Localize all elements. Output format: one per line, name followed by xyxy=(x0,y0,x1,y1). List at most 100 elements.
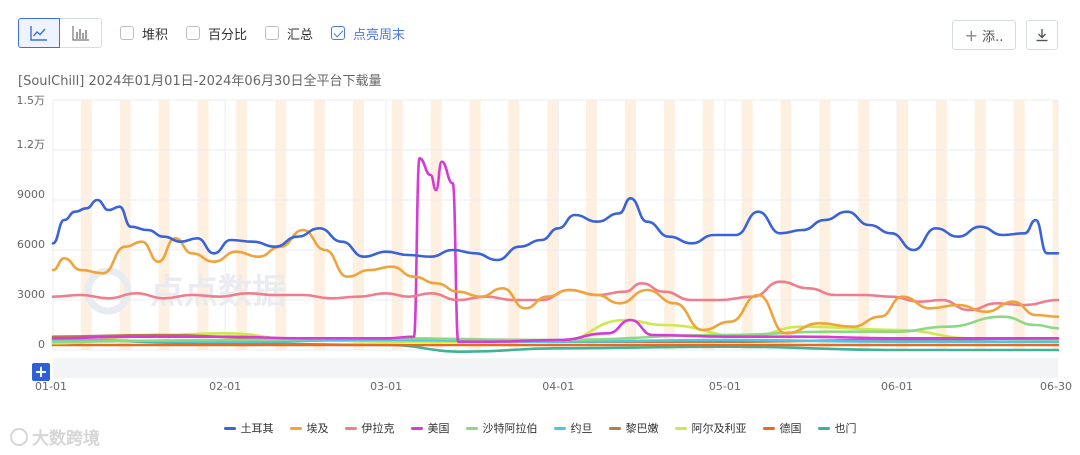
stack-checkbox[interactable] xyxy=(120,26,134,40)
bar-chart-icon xyxy=(71,26,89,41)
legend-label: 约旦 xyxy=(570,422,593,435)
legend-item[interactable]: 伊拉克 xyxy=(344,420,395,436)
weekend-band xyxy=(275,100,287,350)
percent-label: 百分比 xyxy=(208,27,248,43)
weekend-band xyxy=(935,100,947,350)
legend-swatch xyxy=(465,426,478,430)
x-tick-label: 06-01 xyxy=(881,380,913,393)
legend-item[interactable]: 美国 xyxy=(410,420,450,436)
weekend-band xyxy=(780,100,792,350)
percent-option[interactable]: 百分比 xyxy=(186,24,247,43)
weekend-band xyxy=(430,100,442,350)
legend-swatch xyxy=(289,426,302,430)
legend-label: 阿尔及利亚 xyxy=(691,422,747,435)
legend-label: 美国 xyxy=(427,422,450,435)
legend-label: 土耳其 xyxy=(240,422,274,435)
legend-item[interactable]: 约旦 xyxy=(553,420,593,436)
legend-item[interactable]: 阿尔及利亚 xyxy=(674,420,747,436)
legend-label: 也门 xyxy=(834,422,857,435)
weekend-band xyxy=(197,100,209,350)
y-tick-label: 1.2万 xyxy=(17,138,46,151)
x-tick-label: 03-01 xyxy=(370,380,402,393)
bar-chart-button[interactable] xyxy=(60,18,102,48)
weekend-band xyxy=(1013,100,1025,350)
footer-watermark: 大数跨境 xyxy=(10,424,100,449)
download-button[interactable] xyxy=(1026,20,1058,50)
summary-label: 汇总 xyxy=(287,27,314,43)
summary-checkbox[interactable] xyxy=(265,26,280,40)
expand-range-button[interactable]: + xyxy=(32,363,50,381)
legend-item[interactable]: 土耳其 xyxy=(223,420,274,436)
weekend-band xyxy=(313,100,326,350)
legend-item[interactable]: 也门 xyxy=(817,420,857,436)
weekend-band xyxy=(158,100,170,350)
y-tick-label: 3000 xyxy=(17,288,45,301)
legend-swatch xyxy=(762,426,775,430)
legend-swatch xyxy=(223,426,236,430)
chart-type-switch xyxy=(18,18,102,48)
weekend-band xyxy=(469,100,481,350)
legend-item[interactable]: 沙特阿拉伯 xyxy=(465,420,538,436)
series-line xyxy=(51,157,1060,343)
series-line xyxy=(51,228,1060,335)
legend-swatch xyxy=(817,426,830,430)
x-tick-label: 02-01 xyxy=(209,380,241,393)
chart-title: [SoulChill] 2024年01月01日-2024年06月30日全平台下载… xyxy=(18,74,382,89)
chart-toolbar: 堆积 百分比 汇总 点亮周末 xyxy=(18,18,405,48)
weekend-band xyxy=(236,100,248,350)
add-button[interactable]: + 添.. xyxy=(952,20,1016,50)
highlight-weekend-option[interactable]: 点亮周末 xyxy=(331,24,405,43)
y-tick-label: 9000 xyxy=(17,188,45,201)
series-line xyxy=(51,338,1060,344)
weekend-band xyxy=(702,100,714,350)
highlight-weekend-checkbox[interactable] xyxy=(331,26,346,40)
legend-swatch xyxy=(553,426,566,430)
line-chart-button[interactable] xyxy=(18,18,60,48)
legend-item[interactable]: 黎巴嫩 xyxy=(608,420,659,436)
legend-swatch xyxy=(410,426,423,430)
legend-label: 德国 xyxy=(779,422,802,435)
x-tick-label: 04-01 xyxy=(542,380,574,393)
summary-option[interactable]: 汇总 xyxy=(265,24,313,43)
series-line xyxy=(51,318,1060,345)
weekend-band xyxy=(586,100,598,350)
weekend-band xyxy=(508,100,520,350)
legend-swatch xyxy=(344,426,357,430)
legend-label: 沙特阿拉伯 xyxy=(482,422,538,435)
stack-option[interactable]: 堆积 xyxy=(120,24,168,43)
range-slider-track xyxy=(53,358,1058,378)
series-line xyxy=(51,315,1060,343)
weekend-band xyxy=(547,100,559,350)
legend-item[interactable]: 埃及 xyxy=(289,420,329,436)
percent-checkbox[interactable] xyxy=(186,26,201,40)
weekend-band xyxy=(119,100,131,350)
highlight-weekend-label: 点亮周末 xyxy=(353,27,406,43)
legend-swatch xyxy=(674,426,687,430)
legend-label: 伊拉克 xyxy=(361,422,395,435)
legend-label: 埃及 xyxy=(306,422,329,435)
legend-swatch xyxy=(608,426,621,430)
chart-legend: 土耳其 埃及 伊拉克 美国 沙特阿拉伯 约旦 黎巴嫩 阿尔及利亚 德国 也门 xyxy=(0,420,1080,436)
weekend-band xyxy=(896,100,909,350)
legend-item[interactable]: 德国 xyxy=(762,420,802,436)
y-tick-label: 6000 xyxy=(17,238,45,251)
legend-label: 黎巴嫩 xyxy=(625,422,659,435)
line-chart-icon xyxy=(30,26,47,41)
weekend-band xyxy=(663,100,675,350)
weekend-band xyxy=(1052,100,1058,350)
download-icon xyxy=(1036,29,1048,42)
x-tick-label: 06-30 xyxy=(1040,380,1072,393)
y-tick-label: 1.5万 xyxy=(17,94,46,107)
weekend-band xyxy=(974,100,986,350)
weekend-band xyxy=(391,100,403,350)
weekend-band xyxy=(624,100,637,350)
watermark-text: 点点数据 xyxy=(150,272,286,312)
add-label: 添.. xyxy=(982,29,1004,45)
weekend-band xyxy=(352,100,364,350)
x-tick-label: 01-01 xyxy=(35,380,67,393)
brand-logo-icon xyxy=(10,427,28,446)
footer-watermark-text: 大数跨境 xyxy=(32,429,100,449)
series-line xyxy=(51,338,1060,353)
plus-icon: + xyxy=(964,25,979,45)
